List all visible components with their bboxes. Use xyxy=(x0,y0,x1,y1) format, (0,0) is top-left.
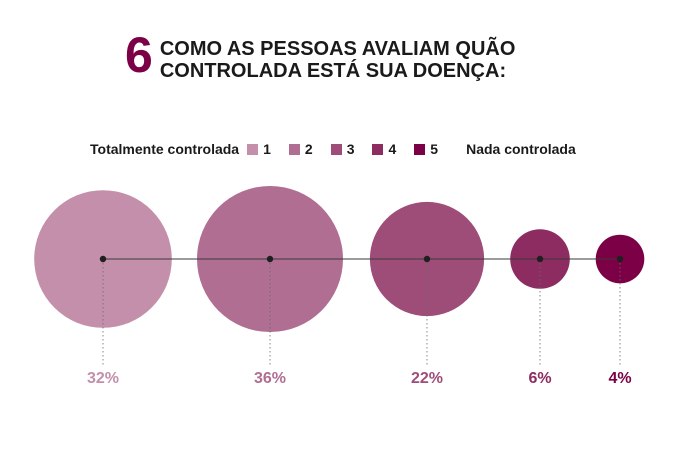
value-label-3: 22% xyxy=(411,370,443,387)
center-point-5 xyxy=(616,255,624,263)
legend-label-2: 2 xyxy=(304,141,313,157)
center-point-4 xyxy=(536,255,544,263)
value-label-4: 6% xyxy=(528,370,551,387)
legend-label-3: 3 xyxy=(346,141,355,157)
legend-item-3: 3 xyxy=(330,141,355,157)
legend-item-4: 4 xyxy=(372,141,396,157)
legend-swatch-2 xyxy=(288,143,300,155)
legend-swatch-1 xyxy=(247,143,259,155)
legend-label-4: 4 xyxy=(388,141,397,157)
legend-swatch-5 xyxy=(414,143,426,155)
legend-item-1: 1 xyxy=(247,141,271,157)
chart-legend: Totalmente controlada 1 2 3 4 5 Nada con… xyxy=(90,141,576,157)
center-point-1 xyxy=(99,255,107,263)
chart-title-line-1: COMO AS PESSOAS AVALIAM QUÃO xyxy=(159,38,516,60)
legend-item-5: 5 xyxy=(414,141,438,157)
center-point-3 xyxy=(423,255,431,263)
legend-swatch-3 xyxy=(330,143,342,155)
chart-title: COMO AS PESSOAS AVALIAM QUÃO CONTROLADA … xyxy=(160,30,516,82)
center-point-2 xyxy=(266,255,274,263)
legend-swatch-4 xyxy=(372,143,384,155)
legend-item-2: 2 xyxy=(288,141,313,157)
legend-left-label: Totalmente controlada xyxy=(90,141,240,157)
chart-title-line-2: CONTROLADA ESTÁ SUA DOENÇA: xyxy=(159,60,507,82)
chart-heading: 6 COMO AS PESSOAS AVALIAM QUÃO CONTROLAD… xyxy=(125,30,515,82)
legend-right-label: Nada controlada xyxy=(466,141,576,157)
heading-number: 6 xyxy=(125,27,153,83)
legend-label-1: 1 xyxy=(263,141,271,157)
legend-label-5: 5 xyxy=(430,141,439,157)
value-label-1: 32% xyxy=(87,370,119,387)
value-label-2: 36% xyxy=(254,370,286,387)
value-label-5: 4% xyxy=(608,370,631,387)
